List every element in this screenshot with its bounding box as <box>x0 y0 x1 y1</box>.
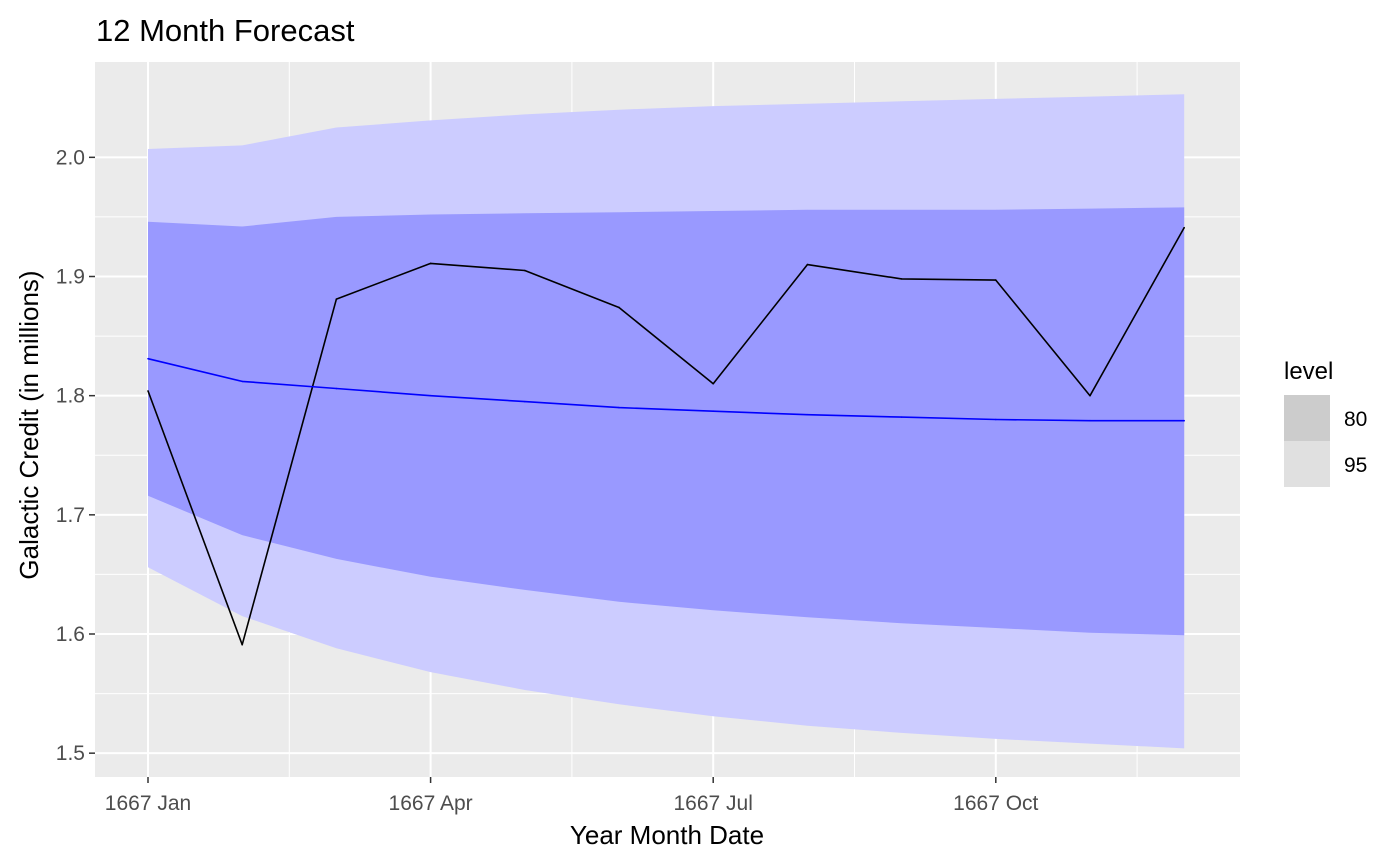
y-tick-label: 1.9 <box>56 266 85 289</box>
series-line-forecast_mean <box>147 357 1185 422</box>
point-actual <box>712 382 714 385</box>
x-axis: 1667 Jan 1667 Apr 1667 Jul 1667 Oct <box>105 777 1039 815</box>
point-forecast_mean <box>712 410 714 412</box>
point-forecast_mean <box>900 416 903 418</box>
point-actual <box>1183 226 1185 229</box>
point-actual <box>524 269 526 272</box>
series-points <box>147 226 1185 646</box>
point-forecast_mean <box>241 380 243 383</box>
y-tick-label: 1.7 <box>56 504 85 527</box>
legend-label-80: 80 <box>1344 408 1367 431</box>
point-actual <box>900 278 903 280</box>
point-forecast_mean <box>335 387 338 390</box>
y-tick-label: 1.5 <box>56 742 85 765</box>
series-lines <box>147 227 1185 646</box>
x-tick-label: 1667 Oct <box>953 792 1038 815</box>
legend-title: level <box>1284 358 1333 385</box>
y-axis: 1.5 1.6 1.7 1.8 1.9 2.0 <box>56 146 95 765</box>
x-tick-label: 1667 Apr <box>389 792 473 815</box>
point-actual <box>335 298 338 300</box>
point-forecast_mean <box>1089 419 1091 422</box>
point-actual <box>1089 394 1091 397</box>
point-forecast_mean <box>524 400 526 403</box>
y-tick-label: 1.8 <box>56 385 85 408</box>
y-axis-title: Galactic Credit (in millions) <box>14 270 44 579</box>
point-forecast_mean <box>429 394 432 397</box>
point-actual <box>429 262 432 265</box>
legend-key-80 <box>1284 395 1330 441</box>
legend-key-95 <box>1284 441 1330 487</box>
chart-title: 12 Month Forecast <box>96 13 355 48</box>
point-actual <box>806 263 809 266</box>
point-forecast_mean <box>147 357 149 360</box>
point-actual <box>241 643 243 646</box>
legend: level 80 95 <box>1284 358 1367 487</box>
x-tick-label: 1667 Jul <box>673 792 752 815</box>
point-actual <box>995 279 997 281</box>
y-tick-label: 1.6 <box>56 623 85 646</box>
y-tick-label: 2.0 <box>56 146 85 169</box>
x-tick-label: 1667 Jan <box>105 792 191 815</box>
point-actual <box>618 306 620 309</box>
x-axis-title: Year Month Date <box>570 820 764 850</box>
point-forecast_mean <box>806 413 809 416</box>
point-forecast_mean <box>1183 419 1185 422</box>
band-80 <box>148 207 1185 636</box>
point-forecast_mean <box>995 418 997 421</box>
prediction-bands <box>148 94 1185 749</box>
point-forecast_mean <box>618 406 620 409</box>
series-line-actual <box>147 227 1185 646</box>
point-actual <box>147 390 149 392</box>
legend-label-95: 95 <box>1344 454 1367 477</box>
